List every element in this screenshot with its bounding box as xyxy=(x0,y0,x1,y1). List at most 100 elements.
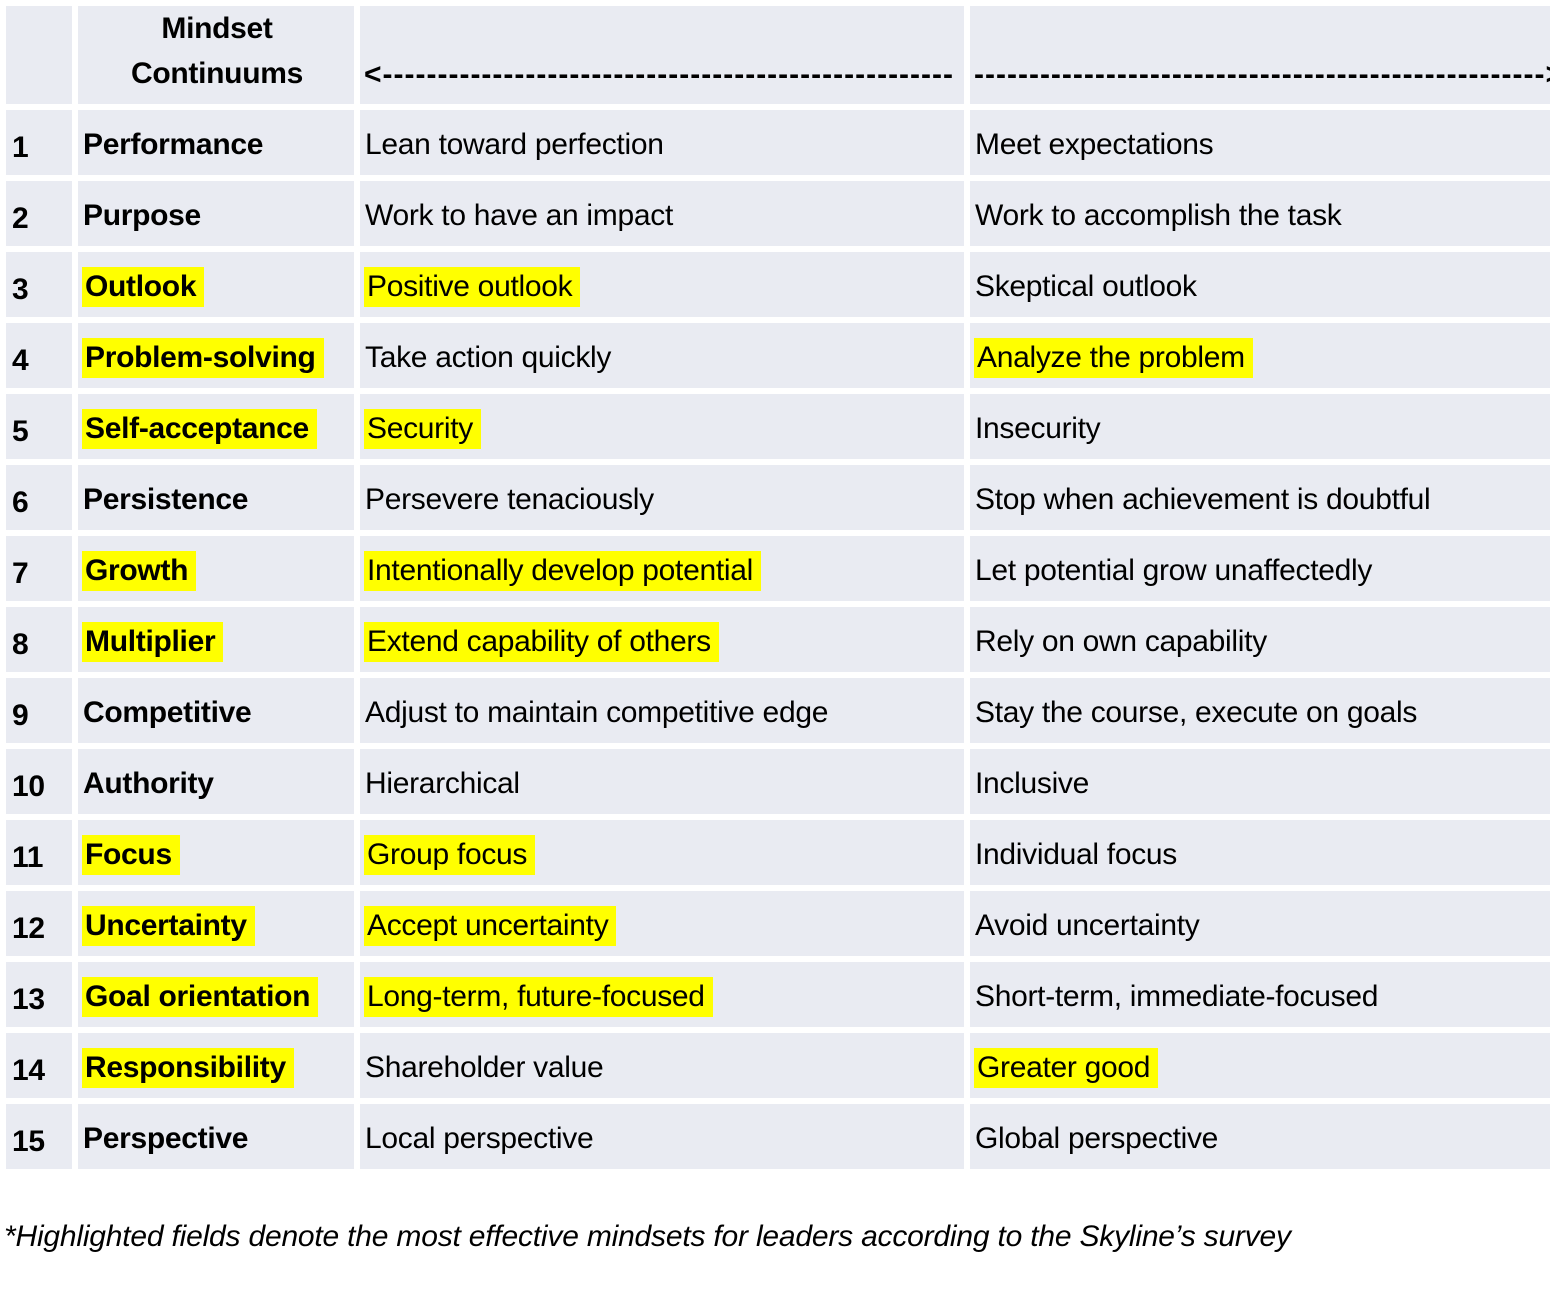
right-pole-cell: Analyze the problem xyxy=(970,323,1550,388)
mindset-name-cell: Uncertainty xyxy=(78,891,354,956)
right-pole-text: Short-term, immediate-focused xyxy=(975,980,1379,1013)
left-pole-text: Adjust to maintain competitive edge xyxy=(365,696,829,729)
left-pole-text: Intentionally develop potential xyxy=(364,551,761,591)
right-pole-cell: Individual focus xyxy=(970,820,1550,885)
left-pole-cell: Intentionally develop potential xyxy=(360,536,964,601)
row-number: 2 xyxy=(6,181,72,246)
right-pole-text: Let potential grow unaffectedly xyxy=(975,554,1373,587)
mindset-name: Authority xyxy=(83,767,214,800)
row-number: 3 xyxy=(6,252,72,317)
row-number: 11 xyxy=(6,820,72,885)
right-pole-cell: Global perspective xyxy=(970,1104,1550,1169)
right-pole-text: Skeptical outlook xyxy=(975,270,1197,303)
row-number: 1 xyxy=(6,110,72,175)
right-pole-text: Avoid uncertainty xyxy=(975,909,1200,942)
mindset-name-cell: Multiplier xyxy=(78,607,354,672)
left-pole-cell: Positive outlook xyxy=(360,252,964,317)
right-pole-cell: Let potential grow unaffectedly xyxy=(970,536,1550,601)
right-pole-text: Individual focus xyxy=(975,838,1177,871)
left-pole-text: Accept uncertainty xyxy=(364,906,617,946)
mindset-name-cell: Perspective xyxy=(78,1104,354,1169)
right-pole-cell: Stay the course, execute on goals xyxy=(970,678,1550,743)
table-row: 3 Outlook Positive outlook Skeptical out… xyxy=(6,252,1550,317)
left-pole-cell: Local perspective xyxy=(360,1104,964,1169)
table-row: 9 Competitive Adjust to maintain competi… xyxy=(6,678,1550,743)
table-row: 10 Authority Hierarchical Inclusive xyxy=(6,749,1550,814)
mindset-name-cell: Self-acceptance xyxy=(78,394,354,459)
left-pole-cell: Take action quickly xyxy=(360,323,964,388)
left-pole-text: Security xyxy=(364,409,481,449)
continuum-arrow-right: ----------------------------------------… xyxy=(970,6,1550,104)
right-pole-text: Inclusive xyxy=(975,767,1090,800)
left-pole-text: Shareholder value xyxy=(365,1051,604,1084)
right-pole-text: Stop when achievement is doubtful xyxy=(975,483,1431,516)
left-pole-cell: Lean toward perfection xyxy=(360,110,964,175)
mindset-name: Growth xyxy=(82,551,197,591)
table-row: 15 Perspective Local perspective Global … xyxy=(6,1104,1550,1169)
left-pole-cell: Adjust to maintain competitive edge xyxy=(360,678,964,743)
row-number: 7 xyxy=(6,536,72,601)
right-pole-cell: Insecurity xyxy=(970,394,1550,459)
continuum-arrow-left: <---------------------------------------… xyxy=(360,6,964,104)
mindset-name: Purpose xyxy=(83,199,201,232)
left-pole-text: Extend capability of others xyxy=(364,622,719,662)
right-pole-text: Analyze the problem xyxy=(974,338,1253,378)
left-pole-cell: Security xyxy=(360,394,964,459)
left-pole-text: Local perspective xyxy=(365,1122,594,1155)
header-title-line1: Mindset xyxy=(161,12,273,45)
table-row: 2 Purpose Work to have an impact Work to… xyxy=(6,181,1550,246)
table-row: 7 Growth Intentionally develop potential… xyxy=(6,536,1550,601)
mindset-name: Perspective xyxy=(83,1122,249,1155)
mindset-name: Focus xyxy=(82,835,180,875)
mindset-name: Persistence xyxy=(83,483,249,516)
right-pole-cell: Greater good xyxy=(970,1033,1550,1098)
right-pole-cell: Rely on own capability xyxy=(970,607,1550,672)
mindset-name: Competitive xyxy=(83,696,252,729)
right-pole-cell: Skeptical outlook xyxy=(970,252,1550,317)
mindset-name: Performance xyxy=(83,128,264,161)
header-row: Mindset Continuums <--------------------… xyxy=(6,6,1550,104)
right-pole-text: Stay the course, execute on goals xyxy=(975,696,1418,729)
left-pole-cell: Group focus xyxy=(360,820,964,885)
mindset-name: Problem-solving xyxy=(82,338,324,378)
table-row: 8 Multiplier Extend capability of others… xyxy=(6,607,1550,672)
right-pole-text: Insecurity xyxy=(975,412,1101,445)
mindset-name-cell: Responsibility xyxy=(78,1033,354,1098)
left-pole-text: Long-term, future-focused xyxy=(364,977,713,1017)
header-title-cell: Mindset Continuums xyxy=(78,6,354,104)
mindset-continuums-table: Mindset Continuums <--------------------… xyxy=(6,6,1550,1169)
row-number: 4 xyxy=(6,323,72,388)
mindset-name-cell: Performance xyxy=(78,110,354,175)
right-pole-cell: Stop when achievement is doubtful xyxy=(970,465,1550,530)
table-row: 13 Goal orientation Long-term, future-fo… xyxy=(6,962,1550,1027)
left-pole-text: Work to have an impact xyxy=(365,199,673,232)
mindset-name-cell: Purpose xyxy=(78,181,354,246)
row-number: 8 xyxy=(6,607,72,672)
mindset-name-cell: Outlook xyxy=(78,252,354,317)
right-pole-text: Greater good xyxy=(974,1048,1159,1088)
table-row: 1 Performance Lean toward perfection Mee… xyxy=(6,110,1550,175)
footnote: *Highlighted fields denote the most effe… xyxy=(4,1220,1291,1253)
mindset-name-cell: Focus xyxy=(78,820,354,885)
table-row: 5 Self-acceptance Security Insecurity xyxy=(6,394,1550,459)
table-row: 11 Focus Group focus Individual focus xyxy=(6,820,1550,885)
mindset-name-cell: Problem-solving xyxy=(78,323,354,388)
right-pole-cell: Short-term, immediate-focused xyxy=(970,962,1550,1027)
left-pole-cell: Persevere tenaciously xyxy=(360,465,964,530)
left-pole-text: Take action quickly xyxy=(365,341,612,374)
table-row: 6 Persistence Persevere tenaciously Stop… xyxy=(6,465,1550,530)
right-pole-cell: Work to accomplish the task xyxy=(970,181,1550,246)
mindset-name: Uncertainty xyxy=(82,906,255,946)
mindset-name-cell: Competitive xyxy=(78,678,354,743)
mindset-name: Goal orientation xyxy=(82,977,319,1017)
left-pole-cell: Long-term, future-focused xyxy=(360,962,964,1027)
table-row: 12 Uncertainty Accept uncertainty Avoid … xyxy=(6,891,1550,956)
mindset-name-cell: Goal orientation xyxy=(78,962,354,1027)
left-pole-text: Lean toward perfection xyxy=(365,128,664,161)
mindset-name: Outlook xyxy=(82,267,205,307)
right-pole-cell: Inclusive xyxy=(970,749,1550,814)
right-pole-text: Meet expectations xyxy=(975,128,1214,161)
mindset-name-cell: Growth xyxy=(78,536,354,601)
header-corner-cell xyxy=(6,6,72,104)
table-row: 4 Problem-solving Take action quickly An… xyxy=(6,323,1550,388)
